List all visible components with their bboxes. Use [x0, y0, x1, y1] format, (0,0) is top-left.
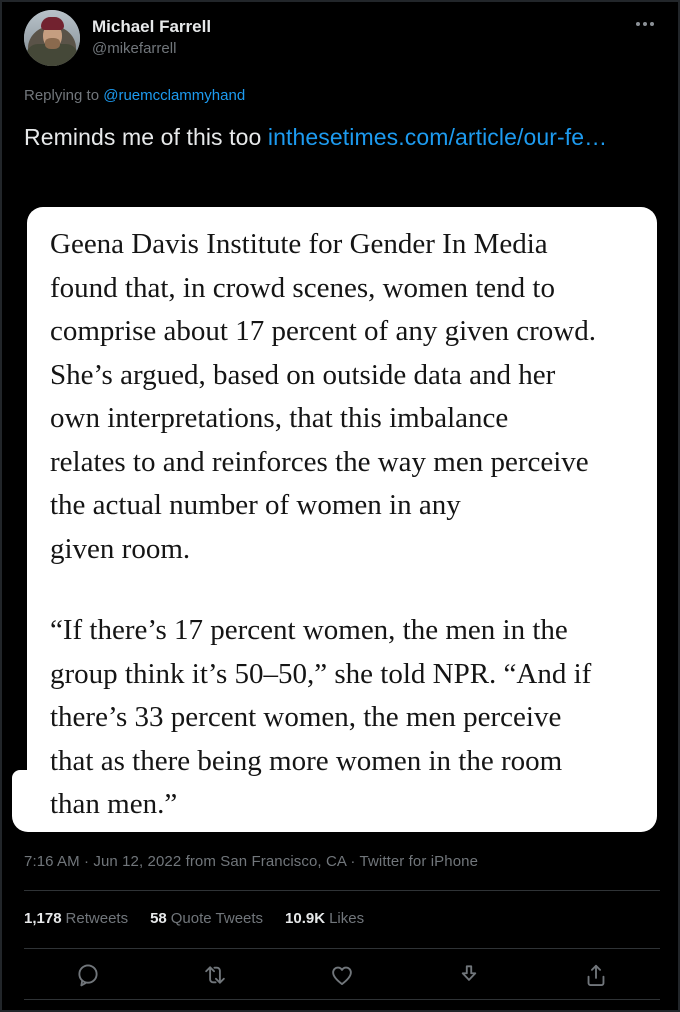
tweet-media-image[interactable]: Geena Davis Institute for Gender In Medi…: [12, 207, 657, 832]
replying-to-label: Replying to: [24, 87, 104, 104]
tweet-text-plain: Reminds me of this too: [24, 124, 268, 150]
more-ellipsis-icon: [650, 22, 654, 26]
timestamp-source-line: 7:16 AM · Jun 12, 2022 from San Francisc…: [24, 853, 479, 870]
heart-outline-icon: [332, 966, 352, 986]
share-button[interactable]: [582, 961, 610, 989]
retweet-arrows-icon: [205, 966, 225, 984]
quote-paragraph-1: Geena Davis Institute for Gender In Medi…: [50, 228, 596, 565]
quote-card-lower: [12, 770, 657, 832]
quote-paragraph-2: “If there’s 17 percent women, the men in…: [50, 614, 592, 820]
quote-text: Geena Davis Institute for Gender In Medi…: [50, 223, 650, 827]
avatar-coat: [26, 44, 78, 66]
download-button[interactable]: [455, 961, 483, 989]
share-up-arrow-icon: [587, 964, 605, 986]
avatar-beanie: [41, 17, 64, 30]
avatar-beard: [45, 38, 60, 49]
display-name[interactable]: Michael Farrell: [92, 17, 212, 36]
like-button[interactable]: [328, 961, 356, 989]
likes-count: 10.9K: [285, 910, 326, 927]
download-arrow-icon: [461, 965, 477, 981]
engagement-stats: 1,178 Retweets 58 Quote Tweets 10.9K Likes: [24, 910, 364, 927]
more-ellipsis-icon: [643, 22, 647, 26]
likes-stat[interactable]: 10.9K Likes: [285, 910, 364, 927]
divider: [24, 999, 660, 1000]
tweet-text: Reminds me of this too inthesetimes.com/…: [24, 121, 660, 154]
retweets-label: Retweets: [65, 910, 129, 927]
avatar[interactable]: [24, 10, 80, 66]
reply-context: Replying to @ruemcclammyhand: [24, 87, 245, 104]
user-handle[interactable]: @mikefarrell: [92, 40, 177, 57]
likes-label: Likes: [329, 910, 365, 927]
mention-link[interactable]: @ruemcclammyhand: [103, 87, 246, 104]
user-info: Michael Farrell @mikefarrell: [92, 17, 211, 57]
quote-tweets-label: Quote Tweets: [170, 910, 264, 927]
tweet-url-link[interactable]: inthesetimes.com/article/our-fe…: [267, 124, 608, 150]
more-ellipsis-icon: [636, 22, 640, 26]
quote-card-upper: [27, 207, 657, 785]
quote-tweets-count: 58: [150, 910, 167, 927]
retweets-count: 1,178: [24, 910, 62, 927]
retweets-stat[interactable]: 1,178 Retweets: [24, 910, 128, 927]
reply-bubble-icon: [78, 964, 98, 987]
quote-tweets-stat[interactable]: 58 Quote Tweets: [150, 910, 263, 927]
divider: [24, 890, 660, 891]
more-options-button[interactable]: [636, 22, 654, 26]
retweet-button[interactable]: [201, 961, 229, 989]
reply-button[interactable]: [74, 961, 102, 989]
divider: [24, 948, 660, 949]
